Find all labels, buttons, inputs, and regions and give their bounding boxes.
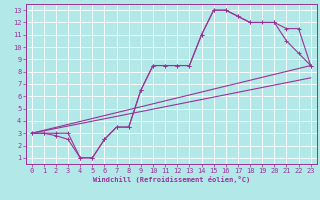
X-axis label: Windchill (Refroidissement éolien,°C): Windchill (Refroidissement éolien,°C) bbox=[92, 176, 250, 183]
